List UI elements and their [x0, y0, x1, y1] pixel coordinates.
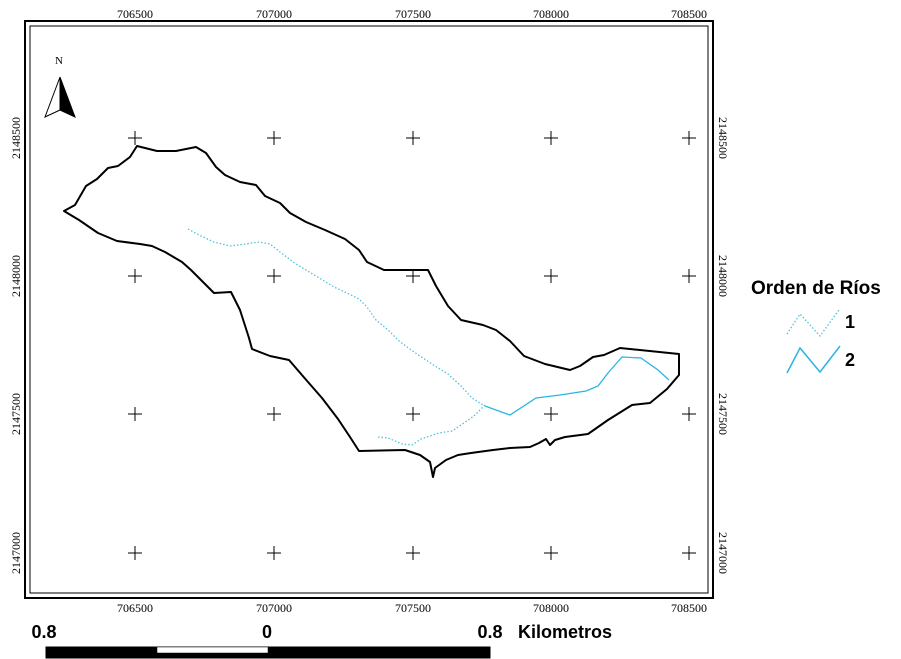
- scale-unit-label: Kilometros: [518, 622, 612, 642]
- grid-crosses: [128, 131, 696, 560]
- top-easting-label-706500: 706500: [117, 7, 153, 21]
- north-letter: N: [55, 55, 63, 67]
- grid-cross: [267, 131, 281, 145]
- left-northing-label-2148500: 2148500: [9, 117, 23, 159]
- grid-cross: [544, 407, 558, 421]
- grid-cross: [267, 269, 281, 283]
- grid-cross: [128, 131, 142, 145]
- grid-cross: [406, 407, 420, 421]
- grid-cross: [128, 407, 142, 421]
- left-northing-label-2147000: 2147000: [9, 532, 23, 574]
- grid-cross: [682, 407, 696, 421]
- right-northing-label-2147000: 2147000: [716, 532, 730, 574]
- stream-order-2: [484, 356, 670, 416]
- left-northing-label-2147500: 2147500: [9, 393, 23, 435]
- scale-center-label: 0: [262, 622, 272, 642]
- legend-item-order-2: 2: [786, 345, 855, 374]
- right-northing-label-2147500: 2147500: [716, 393, 730, 435]
- left-northing-label-2148000: 2148000: [9, 255, 23, 297]
- scale-left-label: 0.8: [31, 622, 56, 642]
- scale-right-label: 0.8: [477, 622, 502, 642]
- map-frame-outer: [24, 20, 714, 599]
- legend-swatch-order-1: [786, 309, 840, 338]
- north-arrow-icon: N: [44, 55, 76, 118]
- top-easting-label-708500: 708500: [671, 7, 707, 21]
- grid-cross: [128, 546, 142, 560]
- right-northing-label-2148500: 2148500: [716, 117, 730, 159]
- right-northing-label-2148000: 2148000: [716, 255, 730, 297]
- grid-cross: [682, 546, 696, 560]
- legend-item-order-1: 1: [786, 309, 855, 338]
- top-easting-label-707500: 707500: [395, 7, 431, 21]
- grid-cross: [406, 269, 420, 283]
- grid-cross: [682, 131, 696, 145]
- grid-cross: [128, 269, 142, 283]
- top-easting-label-708000: 708000: [533, 7, 569, 21]
- legend-label-order-2: 2: [845, 350, 855, 370]
- scale-bar: 0.8 0 0.8 Kilometros: [31, 622, 612, 659]
- grid-cross: [544, 131, 558, 145]
- bottom-easting-label-707500: 707500: [395, 601, 431, 615]
- bottom-easting-label-707000: 707000: [256, 601, 292, 615]
- legend-swatch-order-2: [786, 345, 841, 374]
- legend-label-order-1: 1: [845, 312, 855, 332]
- bottom-easting-label-708500: 708500: [671, 601, 707, 615]
- watershed-boundary: [63, 145, 680, 478]
- grid-cross: [406, 546, 420, 560]
- grid-cross: [406, 131, 420, 145]
- bottom-easting-label-708000: 708000: [533, 601, 569, 615]
- stream-order-1-main: [187, 228, 484, 406]
- legend-title: Orden de Ríos: [751, 278, 881, 299]
- grid-cross: [267, 546, 281, 560]
- stream-order-1-south-branch: [377, 404, 486, 446]
- grid-cross: [267, 407, 281, 421]
- map-frame-inner: [29, 25, 709, 594]
- grid-cross: [544, 546, 558, 560]
- top-easting-label-707000: 707000: [256, 7, 292, 21]
- grid-cross: [682, 269, 696, 283]
- bottom-easting-label-706500: 706500: [117, 601, 153, 615]
- grid-cross: [544, 269, 558, 283]
